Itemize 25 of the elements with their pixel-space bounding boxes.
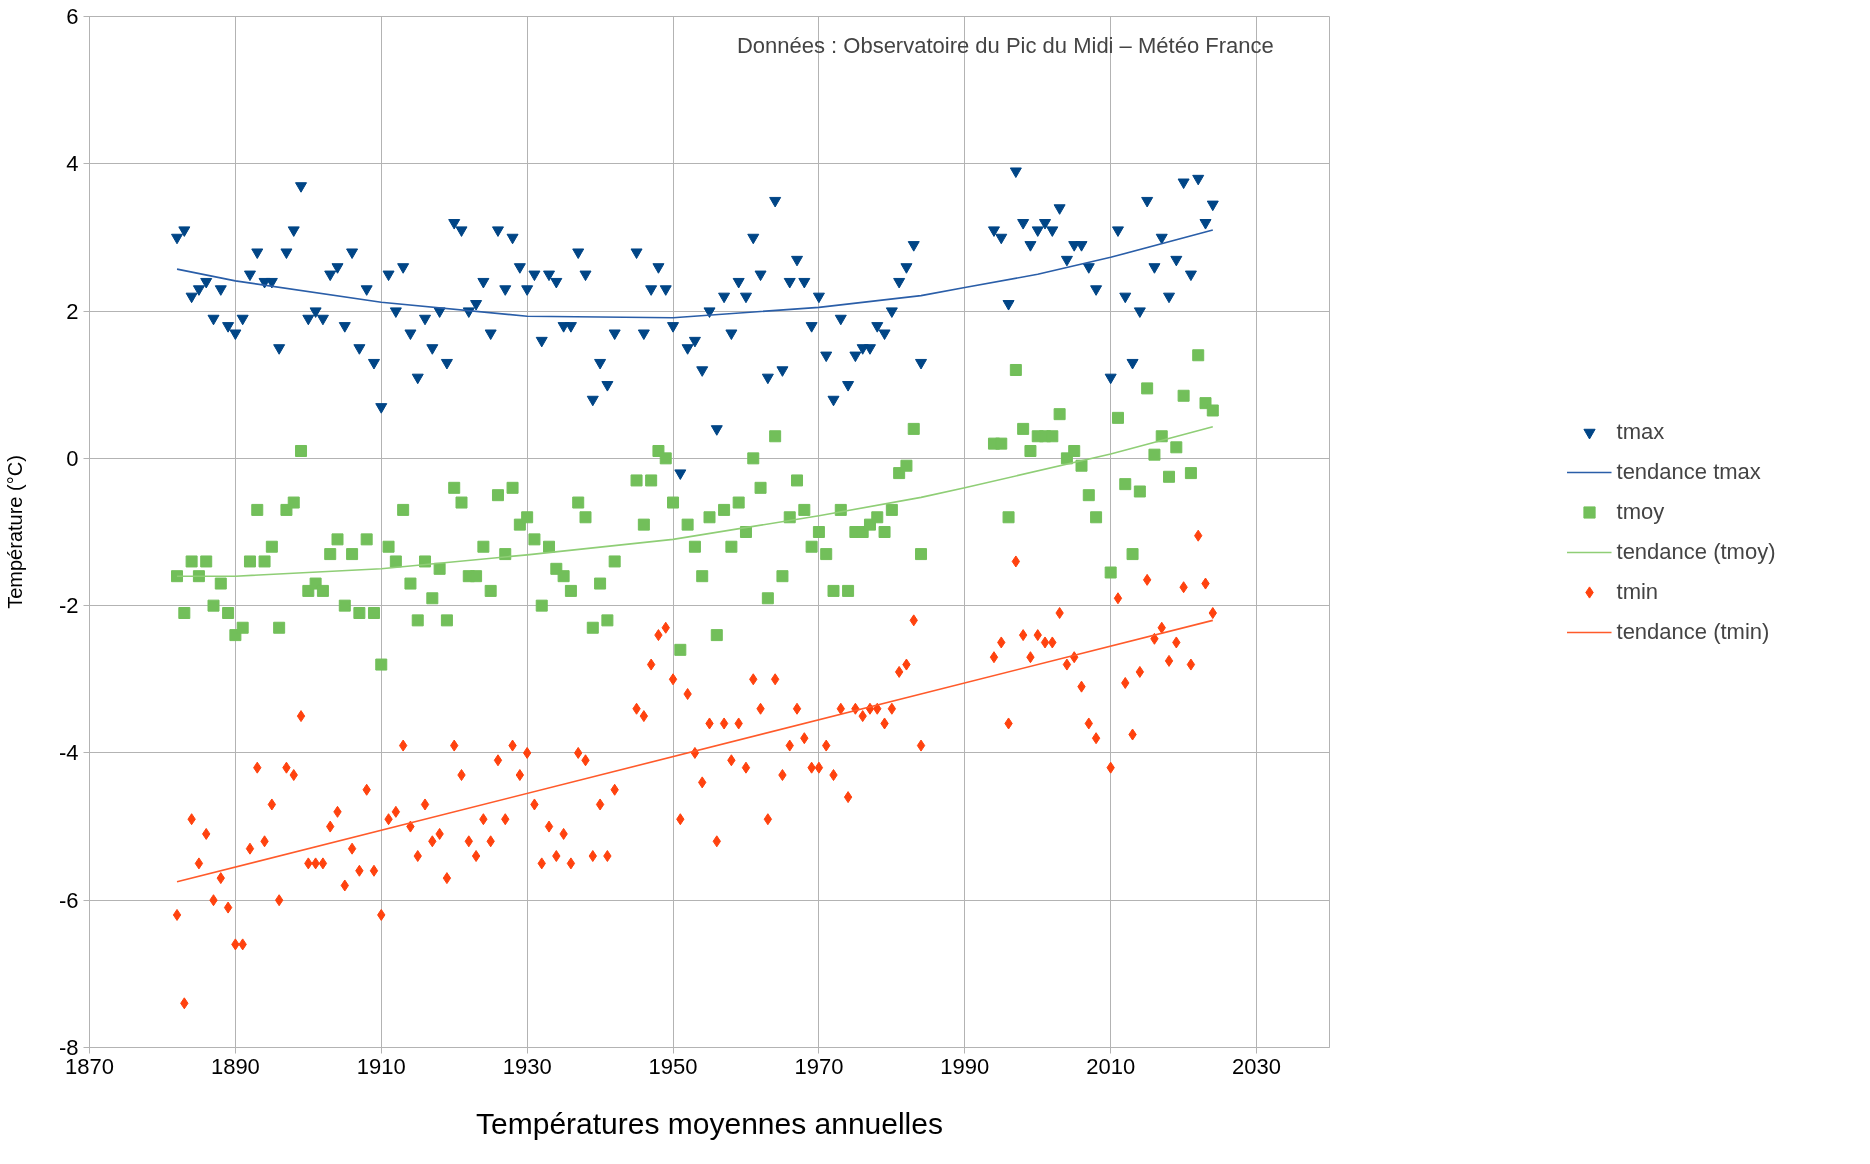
- y-tick-label: -2: [58, 593, 79, 619]
- x-tick-label: 1890: [210, 1053, 260, 1079]
- legend-label: tendance tmax: [1616, 457, 1761, 486]
- y-axis-title: Température (°C): [3, 455, 26, 609]
- x-tick-label: 1910: [356, 1053, 406, 1079]
- y-tick-label: 6: [66, 4, 79, 29]
- x-tick-label: 2030: [1232, 1053, 1282, 1079]
- legend-label: tendance (tmoy): [1616, 537, 1776, 566]
- y-tick-label: -6: [58, 887, 79, 913]
- y-tick-label: -8: [58, 1035, 79, 1060]
- x-tick-label: 1950: [648, 1053, 698, 1079]
- y-tick-label: 4: [66, 151, 79, 177]
- x-tick-label: 1930: [502, 1053, 552, 1079]
- x-tick-label: 2010: [1086, 1053, 1136, 1079]
- y-tick-label: 0: [66, 445, 79, 471]
- legend-label: tmin: [1616, 577, 1659, 606]
- y-tick-label: 2: [66, 298, 79, 324]
- x-tick-label: 1990: [940, 1053, 990, 1079]
- x-tick-label: 1970: [794, 1053, 844, 1079]
- legend-label: tendance (tmin): [1616, 617, 1770, 646]
- x-axis-title: Températures moyennes annuelles: [476, 1106, 943, 1140]
- y-tick-label: -4: [58, 740, 79, 766]
- legend-label: tmax: [1616, 417, 1665, 446]
- legend-label: tmoy: [1616, 497, 1665, 526]
- annotation: Données : Observatoire du Pic du Midi – Météo France: [736, 32, 1274, 58]
